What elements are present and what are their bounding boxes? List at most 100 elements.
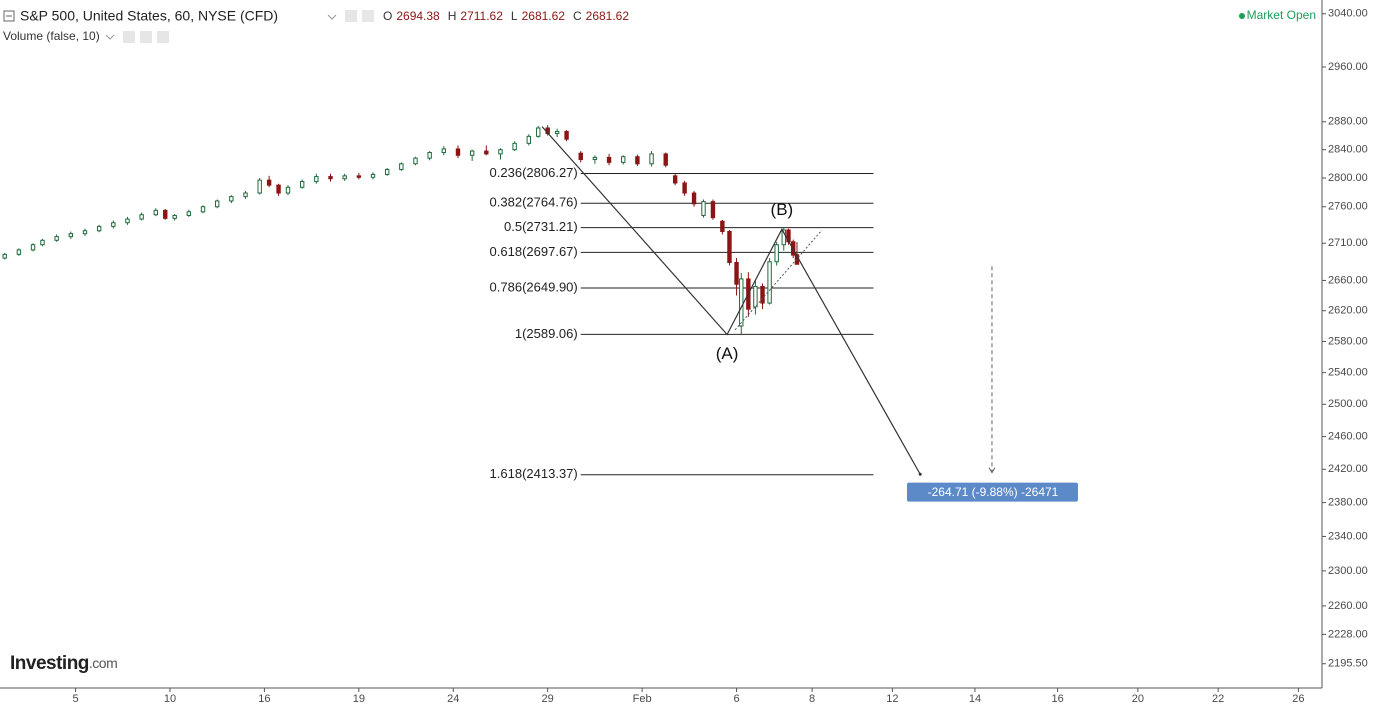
measure-arrow: [988, 467, 996, 474]
candle-body: [16, 249, 22, 255]
y-tick-label: 2710.00: [1328, 237, 1368, 249]
candle-body: [512, 142, 517, 151]
candle-body: [663, 153, 668, 166]
candle-body: [111, 222, 116, 227]
y-tick-label: 2195.50: [1328, 658, 1368, 670]
indicator-icon[interactable]: [123, 31, 135, 43]
chart-title: S&P 500, United States, 60, NYSE (CFD): [20, 8, 278, 24]
candle-body: [163, 209, 168, 219]
candle-body: [413, 157, 418, 165]
candle-body: [727, 230, 732, 264]
candle-body: [484, 150, 489, 155]
candle-body: [82, 230, 88, 235]
x-tick-label: 8: [809, 693, 815, 705]
candle-body: [753, 285, 758, 308]
x-tick-label: 6: [733, 693, 739, 705]
candle-body: [139, 214, 144, 220]
x-tick-label: 24: [447, 693, 459, 705]
candle-body: [767, 261, 772, 304]
candle-body: [427, 151, 432, 159]
indicator-icon[interactable]: [157, 31, 169, 43]
collapse-icon[interactable]: [3, 10, 15, 22]
x-tick-label: 16: [258, 693, 270, 705]
candle-body: [229, 196, 234, 202]
settings-icon[interactable]: [345, 10, 357, 22]
candle-body: [455, 148, 461, 156]
candle-body: [578, 152, 583, 161]
y-tick-label: 2880.00: [1328, 116, 1368, 128]
title-menu[interactable]: [327, 14, 337, 20]
candle-body: [30, 244, 36, 251]
candle-body: [710, 201, 716, 219]
fib-label: 0.236(2806.27): [490, 165, 578, 180]
candle-body: [314, 176, 319, 183]
candle-body: [649, 153, 654, 165]
brand-name: Investing: [10, 653, 89, 674]
fib-label: 0.382(2764.76): [490, 195, 578, 210]
fib-label: 0.5(2731.21): [504, 219, 578, 234]
settings-icon[interactable]: [362, 10, 374, 22]
brand: Investing.com: [10, 653, 117, 674]
y-tick-label: 2500.00: [1328, 398, 1368, 410]
candle-body: [774, 244, 779, 263]
y-tick-label: 2540.00: [1328, 367, 1368, 379]
candle-body: [621, 156, 626, 163]
candle-body: [760, 285, 765, 304]
indicator-label: Volume (false, 10): [3, 29, 100, 43]
candle-body: [384, 168, 390, 175]
candle-body: [441, 148, 447, 153]
ohlc-key: L: [511, 9, 518, 23]
candle-body: [299, 181, 305, 188]
indicator-menu[interactable]: [105, 34, 115, 40]
x-tick-label: 16: [1051, 693, 1063, 705]
candle-body: [257, 179, 262, 194]
measure-box: [906, 482, 1078, 502]
ohlc-key: C: [573, 9, 582, 23]
candle-body: [498, 149, 503, 155]
wave-label: (B): [771, 200, 794, 219]
y-tick-label: 2420.00: [1328, 463, 1368, 475]
y-tick-label: 2660.00: [1328, 274, 1368, 286]
candle-body: [172, 214, 177, 219]
candle-body: [399, 163, 404, 170]
fib-label: 0.618(2697.67): [490, 244, 578, 259]
indicator-icon[interactable]: [140, 31, 152, 43]
candle-body: [214, 200, 220, 208]
wave-end: [918, 472, 922, 476]
y-tick-label: 2960.00: [1328, 61, 1368, 73]
x-tick-label: 5: [72, 693, 78, 705]
wave-line: [541, 126, 921, 475]
candle-body: [701, 201, 706, 216]
y-tick-label: 2228.00: [1328, 628, 1368, 640]
x-tick-label: 10: [164, 693, 176, 705]
ohlc-key: O: [383, 9, 392, 23]
candle-body: [592, 156, 598, 161]
candle-body: [672, 175, 678, 184]
candle-body: [720, 220, 725, 232]
candle-body: [68, 233, 74, 238]
candle-body: [370, 173, 376, 178]
candle-body: [54, 236, 59, 241]
ohlc-value: 2711.62: [460, 9, 503, 23]
market-status: Market Open: [1247, 8, 1316, 22]
candle-body: [635, 156, 640, 165]
candle-body: [739, 278, 744, 327]
fib-label: 1.618(2413.37): [490, 466, 578, 481]
ohlc-key: H: [448, 9, 457, 23]
candle-body: [186, 211, 192, 216]
y-tick-label: 3040.00: [1328, 8, 1368, 20]
x-tick-label: 20: [1132, 693, 1144, 705]
fib-label: 0.786(2649.90): [490, 279, 578, 294]
x-tick-label: 22: [1212, 693, 1224, 705]
candle-body: [285, 186, 291, 194]
y-tick-label: 2760.00: [1328, 201, 1368, 213]
candle-body: [266, 179, 272, 186]
candle-body: [96, 225, 102, 232]
ohlc-value: 2681.62: [522, 9, 566, 23]
candle-body: [691, 192, 697, 205]
ohlc-value: 2681.62: [586, 9, 630, 23]
candle-body: [536, 127, 541, 137]
measure-label: -264.71 (-9.88%) -26471: [928, 485, 1059, 499]
status-dot: [1239, 13, 1245, 19]
